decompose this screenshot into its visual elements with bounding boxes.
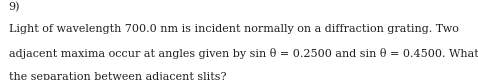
- Text: 9): 9): [9, 2, 20, 12]
- Text: adjacent maxima occur at angles given by sin θ = 0.2500 and sin θ = 0.4500. What: adjacent maxima occur at angles given by…: [9, 48, 478, 59]
- Text: the separation between adjacent slits?: the separation between adjacent slits?: [9, 72, 226, 80]
- Text: Light of wavelength 700.0 nm is incident normally on a diffraction grating. Two: Light of wavelength 700.0 nm is incident…: [9, 24, 458, 34]
